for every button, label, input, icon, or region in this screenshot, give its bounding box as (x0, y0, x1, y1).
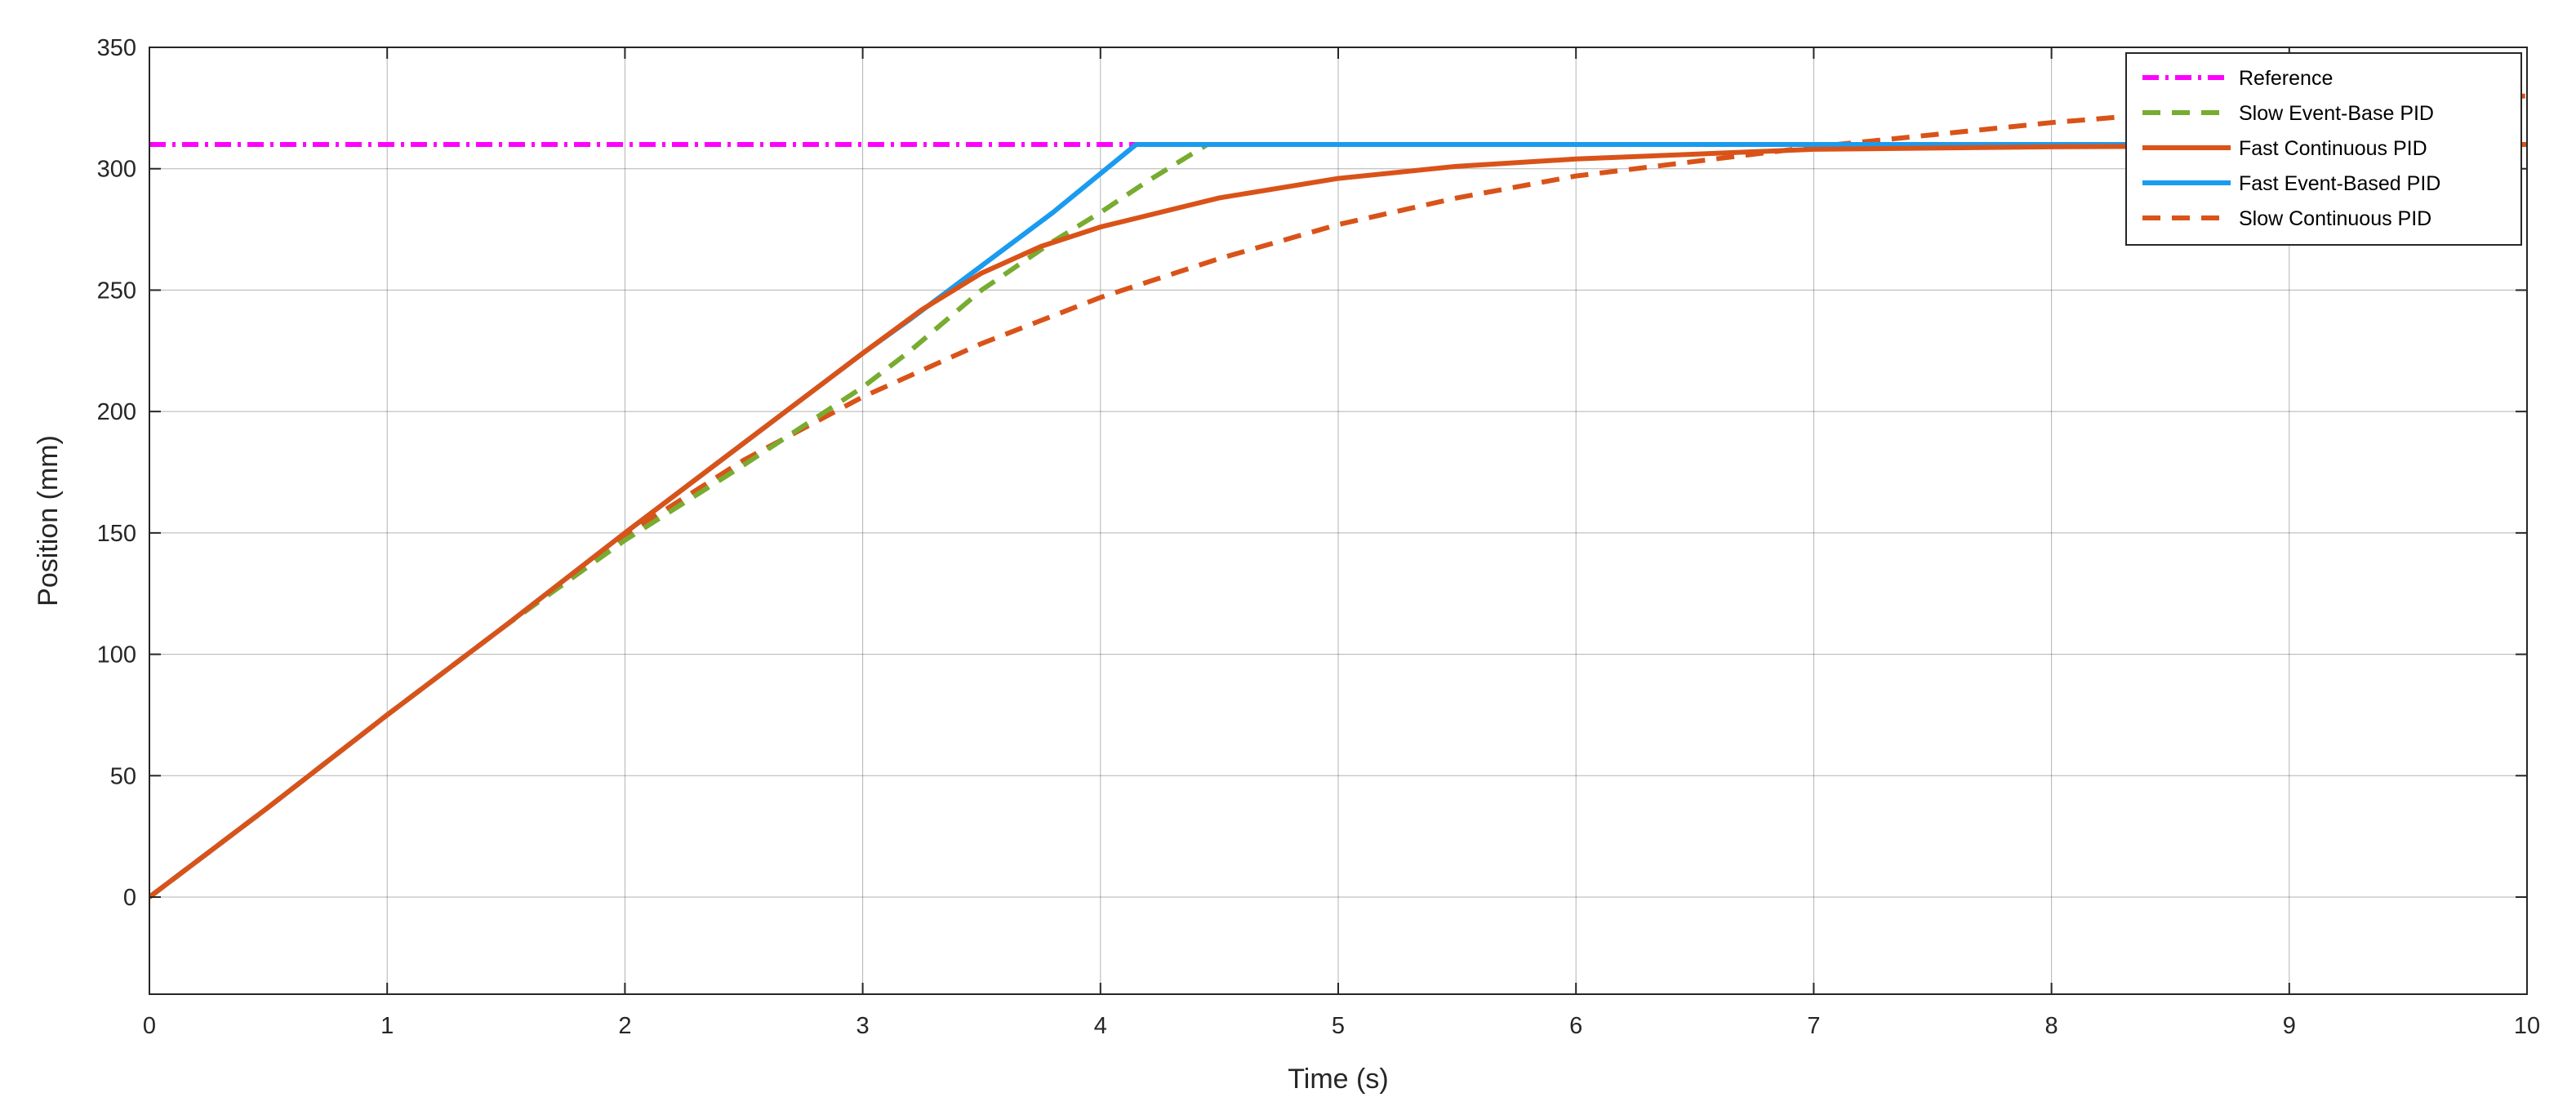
series-line-fast-continuous-pid (149, 142, 2527, 900)
x-tick-label: 1 (380, 1013, 394, 1039)
y-tick-label: 300 (97, 157, 136, 183)
y-tick-label: 50 (110, 763, 136, 789)
x-tick-label: 5 (1332, 1013, 1345, 1039)
x-tick-label: 3 (856, 1013, 870, 1039)
legend-label: Slow Event-Base PID (2239, 102, 2434, 125)
y-axis-ticks: 0 50 100 150 200 250 300 350 (97, 35, 2527, 911)
x-tick-label: 6 (1569, 1013, 1582, 1039)
x-tick-label: 9 (2283, 1013, 2296, 1039)
y-tick-label: 100 (97, 642, 136, 669)
x-tick-label: 0 (143, 1013, 156, 1039)
legend: Reference Slow Event-Base PID Fast Continu… (2125, 52, 2522, 246)
y-tick-label: 350 (97, 35, 136, 61)
x-tick-label: 4 (1094, 1013, 1107, 1039)
legend-label: Slow Continuous PID (2239, 207, 2431, 230)
x-tick-label: 10 (2514, 1013, 2540, 1039)
x-tick-label: 2 (618, 1013, 631, 1039)
legend-label: Reference (2239, 67, 2333, 90)
y-axis-label: Position (mm) (33, 435, 64, 606)
x-tick-label: 8 (2045, 1013, 2058, 1039)
y-tick-label: 150 (97, 521, 136, 547)
x-axis-label: Time (s) (1288, 1064, 1388, 1095)
y-tick-label: 250 (97, 278, 136, 304)
legend-label: Fast Event-Based PID (2239, 172, 2440, 195)
x-axis-ticks: 0 1 2 3 4 5 6 7 8 9 10 (143, 47, 2540, 1039)
x-tick-label: 7 (1807, 1013, 1820, 1039)
y-tick-label: 200 (97, 399, 136, 425)
y-tick-label: 0 (123, 885, 136, 911)
legend-label: Fast Continuous PID (2239, 137, 2427, 160)
